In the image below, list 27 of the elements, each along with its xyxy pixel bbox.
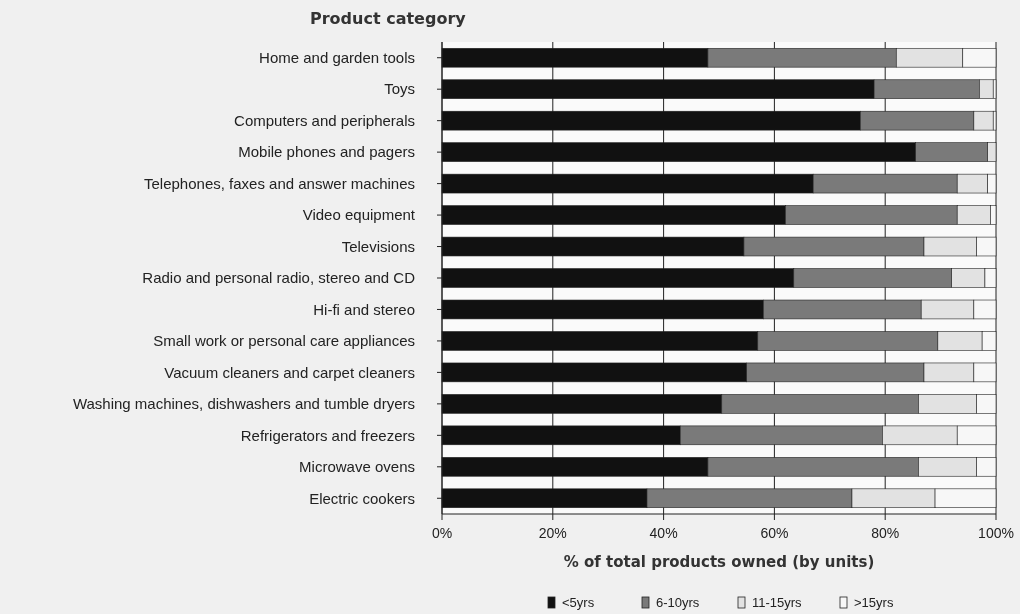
legend-label: 11-15yrs	[752, 595, 803, 610]
legend-label: 6-10yrs	[656, 595, 700, 610]
x-tick-label: 20%	[538, 525, 567, 541]
y-tick-label: Washing machines, dishwashers and tumble dryers	[72, 395, 415, 413]
y-tick-label: Radio and personal radio, stereo and CD	[142, 269, 416, 287]
y-tick-label: Refrigerators and freezers	[240, 426, 415, 444]
legend-label: <5yrs	[562, 595, 595, 610]
y-tick-label: Telephones, faxes and answer machines	[144, 174, 415, 192]
legend-label: >15yrs	[854, 595, 894, 610]
y-tick-label: Toys	[384, 80, 415, 98]
x-axis-title: % of total products owned (by units)	[563, 553, 875, 571]
y-tick-label: Home and garden tools	[259, 48, 415, 66]
x-tick-label: 0%	[431, 525, 453, 541]
y-tick-label: Video equipment	[302, 206, 416, 224]
y-tick-label: Small work or personal care appliances	[153, 332, 415, 350]
x-tick-label: 40%	[649, 525, 678, 541]
y-tick-label: Hi-fi and stereo	[313, 300, 415, 318]
x-tick-label: 80%	[871, 525, 900, 541]
y-axis-title: Product category	[310, 9, 467, 28]
x-tick-label: 60%	[760, 525, 789, 541]
y-tick-label: Electric cookers	[309, 489, 415, 507]
y-tick-label: Vacuum cleaners and carpet cleaners	[164, 363, 415, 381]
y-tick-label: Televisions	[341, 237, 415, 255]
y-tick-label: Microwave ovens	[299, 458, 415, 476]
y-tick-label: Computers and peripherals	[234, 111, 415, 129]
x-tick-label: 100%	[978, 525, 1014, 541]
y-tick-label: Mobile phones and pagers	[238, 143, 415, 161]
